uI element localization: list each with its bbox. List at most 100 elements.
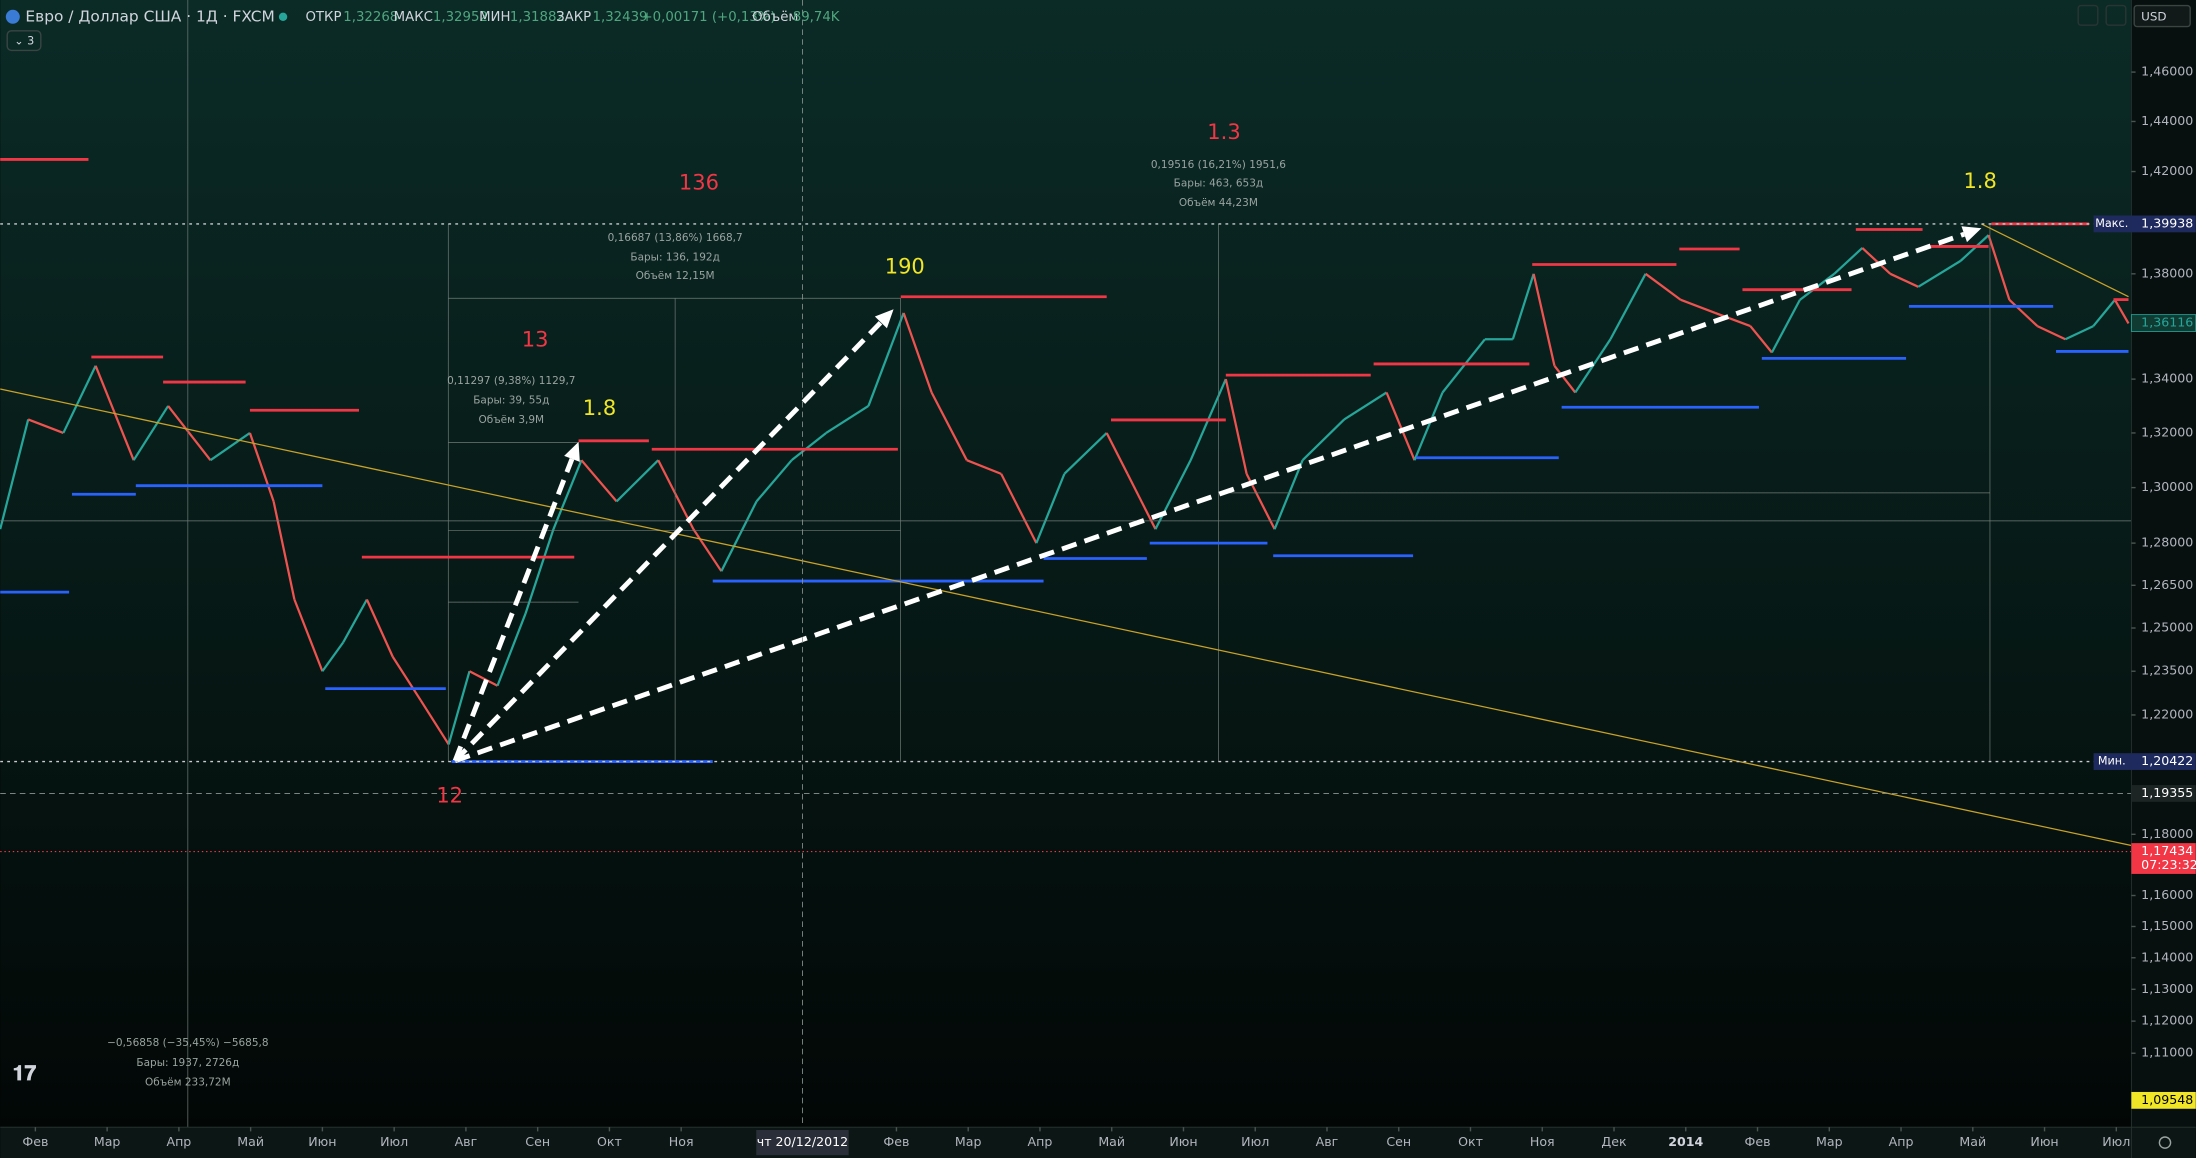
price-segment [27,418,64,434]
trendline [1981,223,2129,298]
price-label: 1,19355 [2141,785,2193,800]
y-tick-label: 1,28000 [2141,535,2193,550]
symbol-title: Евро / Доллар США · 1Д · FXCM [25,7,274,25]
x-tick-label: Июл [2102,1134,2130,1149]
measure-text: Объём 44,23M [1179,197,1258,209]
price-segment [321,641,345,672]
price-segment [1224,378,1248,475]
crosshair-label: чт 20/12/2012 [757,1134,848,1149]
price-label-bg [2131,753,2196,770]
price-name-bg [2093,215,2132,233]
ohlc-label: ОТКР [305,10,341,25]
price-axis [2131,0,2196,1130]
price-segment [1680,298,1716,314]
time-axis [0,1127,2196,1158]
symbol-icon [5,9,20,24]
x-tick-label: Июл [380,1134,408,1149]
price-segment [1035,473,1066,544]
price-label: 1,17434 [2141,843,2193,858]
x-tick-label: Авг [1316,1134,1339,1149]
price-segment [524,528,555,615]
price-segment [1917,259,1962,288]
price-segment [248,432,275,502]
market-status [278,12,288,22]
price-segment [790,432,827,462]
price-name-bg [2093,753,2132,770]
y-tick-label: 1,23500 [2141,663,2193,678]
y-tick-label: 1,30000 [2141,479,2193,494]
price-segment [2036,325,2066,341]
settings-button[interactable] [2158,1136,2172,1149]
annotation: 12 [436,784,463,808]
x-tick-label: Окт [597,1134,622,1149]
price-name: Макс. [2095,217,2128,230]
price-segment [1441,338,1486,394]
price-segment [615,459,660,503]
axes: 1,46000 1,44000 1,42000 1,38000 1,34000 1,320… [22,64,2196,1156]
price-segment [657,459,695,530]
toolbar-button[interactable] [2105,4,2127,26]
ohlc-value: 1,32952 [433,10,488,25]
y-tick-label: 1,12000 [2141,1013,2193,1028]
x-tick-label: Апр [1889,1134,1914,1149]
indicators-toggle[interactable] [6,30,42,52]
price-label-bg [2131,843,2196,874]
price-segment [1959,234,1990,262]
price-segment [293,599,324,672]
y-tick-label: 1,38000 [2141,265,2193,280]
price-segment [1609,273,1647,340]
price-segment [692,528,723,572]
currency: USD [2141,9,2166,23]
price-segment [342,598,368,643]
price-segment [1511,273,1535,340]
price-segment [1413,392,1444,461]
price-segment [1644,272,1682,301]
price-label-bg [2131,1091,2196,1109]
x-tick-label: Мар [955,1134,982,1149]
arrow [454,231,1966,764]
plot-area [0,234,2130,746]
currency-button[interactable] [2133,4,2191,28]
measure-text: 0,16687 (13,86%) 1668,7 [608,232,743,244]
x-tick-label: Фев [883,1134,909,1149]
x-tick-label: Ноя [1530,1134,1555,1149]
measure-text: 0,19516 (16,21%) 1951,6 [1151,159,1286,171]
annotation: 136 [679,170,719,194]
measure-text: −0,56858 (−35,45%) −5685,8 [107,1037,268,1049]
price-segment [1273,459,1304,530]
volume-label: Объём [752,9,798,25]
x-tick-label: Июн [2030,1134,2058,1149]
price-segment [930,391,968,461]
price-label: 1,36116 [2141,315,2193,330]
arrow-head [1961,226,1982,243]
price-label: 1,39938 [2141,215,2193,230]
price-segment [1000,473,1038,544]
price-timer: 07:23:32 [2141,857,2196,872]
price-segment [902,312,933,393]
y-tick-label: 1,11000 [2141,1045,2193,1060]
x-tick-label: Мар [1816,1134,1843,1149]
y-tick-label: 1,34000 [2141,371,2193,386]
price-segment [62,365,97,434]
measure-text: Бары: 136, 192д [630,252,720,264]
price-segment [1987,234,2011,301]
arrow [453,320,883,763]
measure-text: Объём 3,9M [478,414,544,426]
toolbar-button[interactable] [2077,4,2099,26]
x-tick-label: 2014 [1668,1134,1703,1149]
ohlc-label: МАКС [394,10,433,25]
price-segment [1532,273,1556,367]
price-segment [468,670,498,687]
drawings [0,0,2132,1128]
price-segment [2092,299,2116,327]
annotation: 13 [522,327,549,351]
measure-text: 0,11297 (9,38%) 1129,7 [447,375,575,387]
arrow [452,458,575,762]
logo: 𝟏𝟕 [13,1061,37,1085]
annotation: 190 [885,254,925,278]
measure-text: Бары: 463, 653д [1174,177,1264,189]
x-tick-label: Мар [94,1134,121,1149]
price-segment [1553,365,1577,394]
